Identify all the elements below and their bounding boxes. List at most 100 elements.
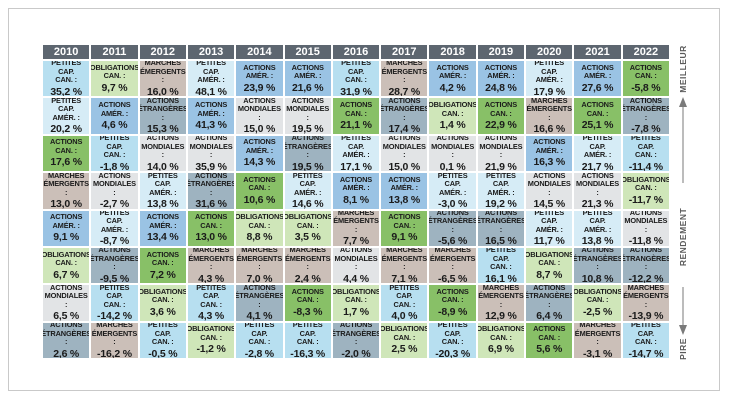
return-value: 25,1 % (581, 119, 614, 132)
return-value: -2,8 % (244, 347, 274, 358)
asset-class-label: MARCHÉS ÉMERGENTS : (43, 173, 89, 197)
return-value: 4,3 % (198, 272, 224, 284)
asset-class-label: ACTIONS MONDIALES : (576, 173, 620, 197)
return-value: 14,6 % (291, 198, 324, 209)
return-value: 7,2 % (149, 268, 176, 281)
return-cell: ACTIONS AMÉR. :24,8 % (477, 61, 525, 97)
return-value: 17,6 % (50, 156, 82, 169)
return-value: -7,8 % (631, 123, 661, 134)
asset-class-label: PETITES CAP. CAN. : (99, 135, 130, 160)
year-header: 2013 (187, 45, 235, 59)
return-value: 15,3 % (147, 123, 179, 134)
asset-class-label: MARCHÉS ÉMERGENTS : (574, 322, 621, 347)
return-cell: ACTIONS CAN. :7,2 % (139, 247, 186, 284)
return-value: 9,7 % (101, 81, 128, 94)
return-value: 19,2 % (485, 198, 517, 209)
return-cell: OBLIGATIONS CAN. :8,7 % (526, 247, 573, 284)
return-value: 9,1 % (53, 231, 80, 244)
return-value: 9,1 % (391, 231, 418, 244)
return-cell: ACTIONS CAN. : -5,8 % (622, 61, 669, 97)
year-header: 2018 (429, 45, 476, 59)
return-cell: ACTIONS ÉTRANGÈRES :4,1 % (236, 285, 283, 321)
return-cell: OBLIGATIONS CAN. : -11,7 % (622, 173, 669, 209)
return-value: -5,8 % (631, 81, 661, 94)
return-cell: MARCHÉS ÉMERGENTS :4,3 % (187, 247, 235, 284)
asset-class-label: ACTIONS MONDIALES : (624, 210, 668, 234)
return-value: 16,1 % (485, 272, 517, 284)
asset-class-label: MARCHÉS ÉMERGENTS : (526, 98, 572, 122)
return-cell: ACTIONS AMÉR. :9,1 % (43, 210, 90, 246)
return-cell: ACTIONS AMÉR. :14,3 % (236, 135, 283, 172)
return-cell: MARCHÉS ÉMERGENTS :12,9 % (477, 285, 525, 321)
return-value: -8,9 % (438, 305, 468, 318)
asset-class-label: ACTIONS CAN. : (533, 324, 566, 342)
side-axis: MEILLEUR RENDEMENT PIRE (669, 45, 697, 360)
return-value: 21,9 % (485, 160, 517, 172)
return-value: -8,3 % (293, 305, 323, 318)
return-value: 1,4 % (439, 119, 466, 132)
return-value: 8,8 % (246, 231, 273, 244)
return-cell: OBLIGATIONS CAN. :6,7 % (43, 247, 90, 284)
asset-class-label: ACTIONS ÉTRANGÈRES : (574, 247, 621, 272)
periodic-table-grid: 2010 2011 2012 2013 2014 2015 2016 2017 2018 2019… (43, 45, 669, 358)
return-value: 19,5 % (291, 123, 324, 134)
return-cell: ACTIONS ÉTRANGÈRES :19,5 % (284, 135, 331, 172)
return-value: -16,2 % (97, 347, 132, 358)
return-cell: PETITES CAP. AMÉR. :19,2 % (477, 173, 525, 209)
asset-class-label: ACTIONS ÉTRANGÈRES : (477, 210, 525, 234)
return-cell: PETITES CAP. CAN. : -11,4 % (622, 135, 669, 172)
asset-class-label: ACTIONS AMÉR. : (339, 174, 373, 193)
asset-class-label: ACTIONS AMÉR. : (194, 100, 228, 118)
return-cell: OBLIGATIONS CAN. :1,4 % (429, 98, 476, 134)
return-value: 10,8 % (581, 272, 614, 284)
asset-class-label: MARCHÉS ÉMERGENTS : (188, 247, 234, 272)
return-cell: ACTIONS CAN. :17,6 % (43, 135, 90, 172)
asset-class-label: PETITES CAP. AMÉR. : (147, 173, 178, 197)
asset-class-label: ACTIONS ÉTRANGÈRES : (381, 98, 428, 122)
return-cell: ACTIONS MONDIALES :14,0 % (139, 135, 186, 172)
return-cell: MARCHÉS ÉMERGENTS :7,0 % (236, 247, 283, 284)
return-value: 1,7 % (343, 305, 369, 318)
asset-class-label: ACTIONS ÉTRANGÈRES : (187, 173, 235, 197)
asset-class-label: ACTIONS ÉTRANGÈRES : (622, 247, 669, 272)
asset-class-label: MARCHÉS ÉMERGENTS : (381, 61, 428, 85)
return-cell: MARCHÉS ÉMERGENTS :16,6 % (526, 98, 573, 134)
asset-class-label: OBLIGATIONS CAN. : (381, 324, 428, 342)
return-value: 4,0 % (391, 310, 418, 321)
axis-label-best: MEILLEUR (678, 45, 688, 93)
return-value: 7,7 % (343, 235, 369, 246)
return-value: 21,1 % (340, 119, 372, 132)
year-header: 2015 (284, 45, 331, 59)
return-value: 19,5 % (291, 160, 324, 172)
return-cell: ACTIONS AMÉR. :21,6 % (284, 61, 331, 97)
return-value: 23,9 % (243, 81, 276, 94)
return-cell: OBLIGATIONS CAN. :2,5 % (381, 322, 428, 358)
return-value: -0,5 % (148, 347, 178, 358)
return-value: -1,8 % (99, 160, 130, 172)
asset-class-label: MARCHÉS ÉMERGENTS : (429, 247, 476, 272)
return-cell: PETITES CAP. CAN. : -1,8 % (91, 135, 138, 172)
return-cell: ACTIONS AMÉR. :23,9 % (236, 61, 283, 97)
return-value: 13,8 % (581, 235, 614, 246)
asset-class-label: ACTIONS ÉTRANGÈRES : (332, 322, 380, 347)
return-value: 6,5 % (53, 310, 80, 321)
return-value: 17,9 % (533, 85, 565, 97)
return-cell: PETITES CAP. CAN. :16,1 % (477, 247, 525, 284)
return-value: -5,6 % (438, 235, 468, 246)
return-value: 13,8 % (147, 198, 179, 209)
asset-class-label: PETITES CAP. AMÉR. : (582, 210, 613, 234)
return-cell: ACTIONS CAN. :10,6 % (236, 173, 283, 209)
asset-class-label: ACTIONS AMÉR. : (484, 62, 518, 81)
asset-class-label: OBLIGATIONS CAN. : (187, 324, 235, 342)
return-cell: ACTIONS ÉTRANGÈRES :2,6 % (43, 322, 90, 358)
asset-class-label: ACTIONS AMÉR. : (243, 62, 276, 81)
return-value: -12,2 % (628, 272, 664, 284)
return-cell: PETITES CAP. CAN. : -16,3 % (284, 322, 331, 358)
asset-class-label: ACTIONS ÉTRANGÈRES : (139, 98, 186, 122)
asset-class-label: ACTIONS ÉTRANGÈRES : (429, 210, 476, 234)
return-value: -11,7 % (628, 193, 663, 206)
return-value: 14,5 % (533, 198, 565, 209)
year-header: 2019 (477, 45, 525, 59)
axis-label-return: RENDEMENT (678, 207, 688, 267)
return-cell: PETITES CAP. CAN. :35,2 % (43, 61, 90, 97)
